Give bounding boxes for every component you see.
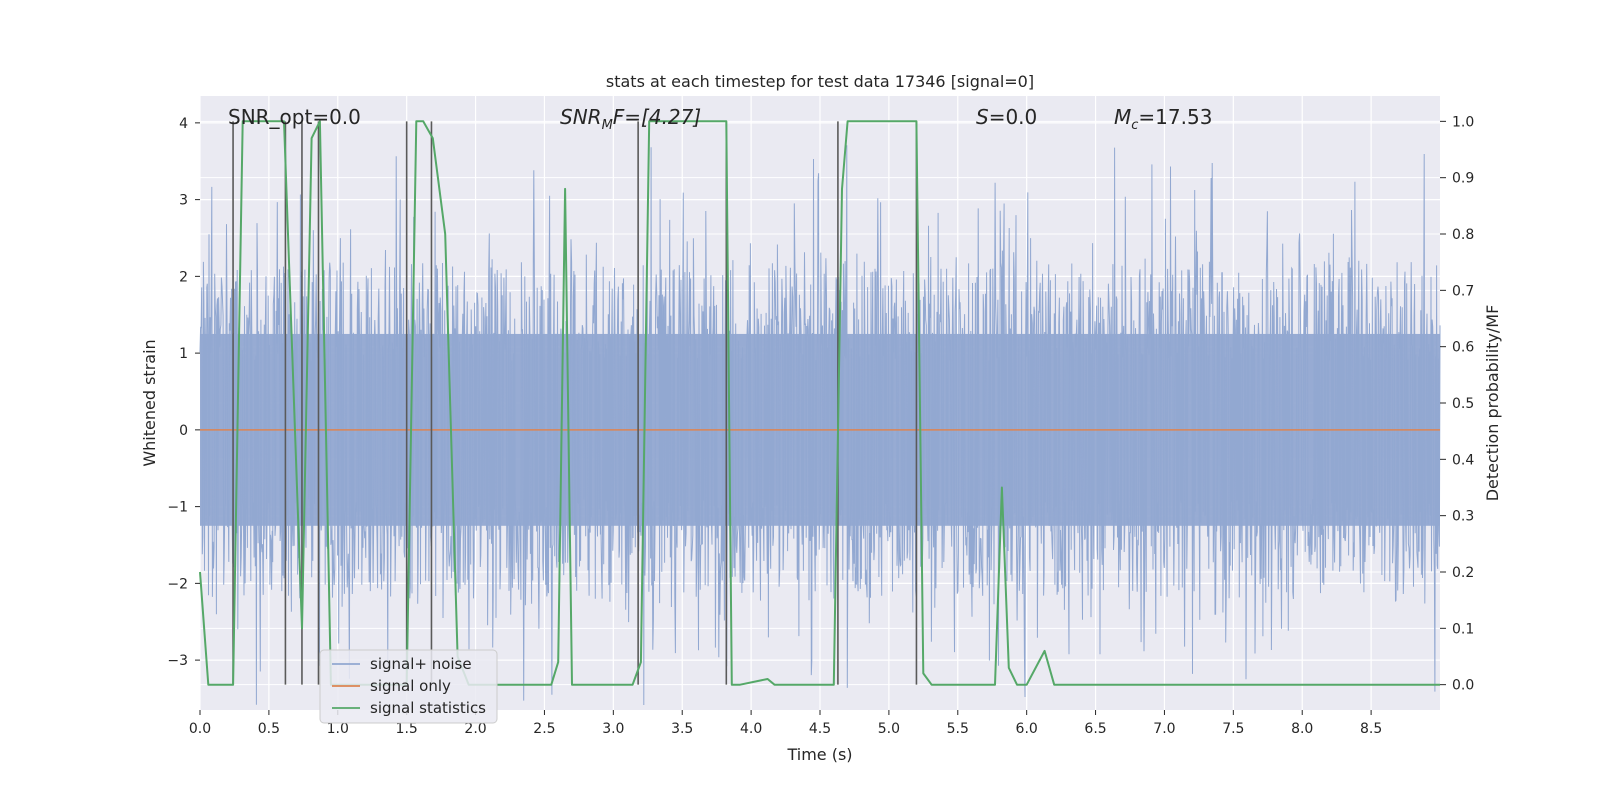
x-tick-label: 2.5 xyxy=(533,721,555,737)
legend-label-signal-statistics: signal statistics xyxy=(370,699,486,717)
y2-tick-label: 0.2 xyxy=(1452,565,1474,581)
y-tick-label: 0 xyxy=(179,423,188,439)
legend-label-signal-noise: signal+ noise xyxy=(370,655,472,673)
x-tick-label: 1.0 xyxy=(327,721,349,737)
legend-label-signal-only: signal only xyxy=(370,677,451,695)
y2-tick-label: 0.8 xyxy=(1452,227,1474,243)
x-tick-label: 6.0 xyxy=(1016,721,1038,737)
x-axis-label: Time (s) xyxy=(786,745,852,764)
x-tick-label: 0.5 xyxy=(258,721,280,737)
y-tick-label: 4 xyxy=(179,116,188,132)
annotation-s-rest: =0.0 xyxy=(989,105,1038,129)
y2-tick-label: 0.3 xyxy=(1452,509,1474,525)
y-tick-label: 2 xyxy=(179,269,188,285)
chart-title: stats at each timestep for test data 173… xyxy=(606,72,1034,91)
annotation-mc-base: M xyxy=(1114,105,1131,129)
x-axis-ticks: 0.0 0.5 1.0 1.5 2.0 2.5 3.0 3.5 4.0 4.5 5.0 5.5 6.0 6… xyxy=(189,710,1382,737)
y-tick-label: 3 xyxy=(179,193,188,209)
y2-tick-label: 1.0 xyxy=(1452,114,1474,130)
y2-tick-label: 0.9 xyxy=(1452,171,1474,187)
y2-tick-label: 0.6 xyxy=(1452,340,1474,356)
annotation-snr-opt: SNR_opt=0.0 xyxy=(228,105,361,129)
y2-tick-label: 0.5 xyxy=(1452,396,1474,412)
x-tick-label: 7.0 xyxy=(1153,721,1175,737)
y-tick-label: −2 xyxy=(167,576,188,592)
x-tick-label: 8.5 xyxy=(1360,721,1382,737)
x-tick-label: 3.5 xyxy=(671,721,693,737)
y-tick-label: 1 xyxy=(179,346,188,362)
y-tick-label: −3 xyxy=(167,653,188,669)
x-tick-label: 5.0 xyxy=(878,721,900,737)
x-tick-label: 3.0 xyxy=(602,721,624,737)
annotation-mc-sub: c xyxy=(1131,118,1138,133)
y-axis-label: Whitened strain xyxy=(140,339,159,466)
y2-axis-label: Detection probability/MF xyxy=(1483,305,1502,502)
x-tick-label: 4.5 xyxy=(809,721,831,737)
x-tick-label: 4.0 xyxy=(740,721,762,737)
y2-tick-label: 0.4 xyxy=(1452,452,1474,468)
x-tick-label: 5.5 xyxy=(947,721,969,737)
annotation-s: S=0.0 xyxy=(976,105,1037,129)
x-tick-label: 2.0 xyxy=(464,721,486,737)
x-tick-label: 0.0 xyxy=(189,721,211,737)
annotation-mc: Mc=17.53 xyxy=(1114,105,1212,133)
annotation-snr-mf-base: SNR xyxy=(560,105,602,129)
annotation-snr-mf-rest: F=[4.27] xyxy=(613,105,701,129)
x-tick-label: 8.0 xyxy=(1291,721,1313,737)
x-tick-label: 1.5 xyxy=(396,721,418,737)
annotation-snr-mf: SNRMF=[4.27] xyxy=(560,105,701,133)
annotation-mc-rest: =17.53 xyxy=(1138,105,1212,129)
signal-statistics-line xyxy=(199,120,1440,686)
series-signal-statistics xyxy=(199,120,1440,686)
legend: signal+ noise signal only signal statist… xyxy=(319,649,498,724)
legend-box xyxy=(319,649,498,724)
y-tick-label: −1 xyxy=(167,500,188,516)
y-axis-ticks: −3 −2 −1 0 1 2 3 4 xyxy=(167,116,200,669)
x-tick-label: 6.5 xyxy=(1084,721,1106,737)
y2-tick-label: 0.0 xyxy=(1452,678,1474,694)
x-tick-label: 7.5 xyxy=(1222,721,1244,737)
y2-axis-ticks: 0.0 0.1 0.2 0.3 0.4 0.5 0.6 0.7 0.8 0.9 1.0 xyxy=(1440,114,1474,694)
y2-tick-label: 0.7 xyxy=(1452,283,1474,299)
y2-tick-label: 0.1 xyxy=(1452,621,1474,637)
annotation-s-base: S xyxy=(976,105,989,129)
annotation-snr-mf-sub: M xyxy=(602,118,613,133)
